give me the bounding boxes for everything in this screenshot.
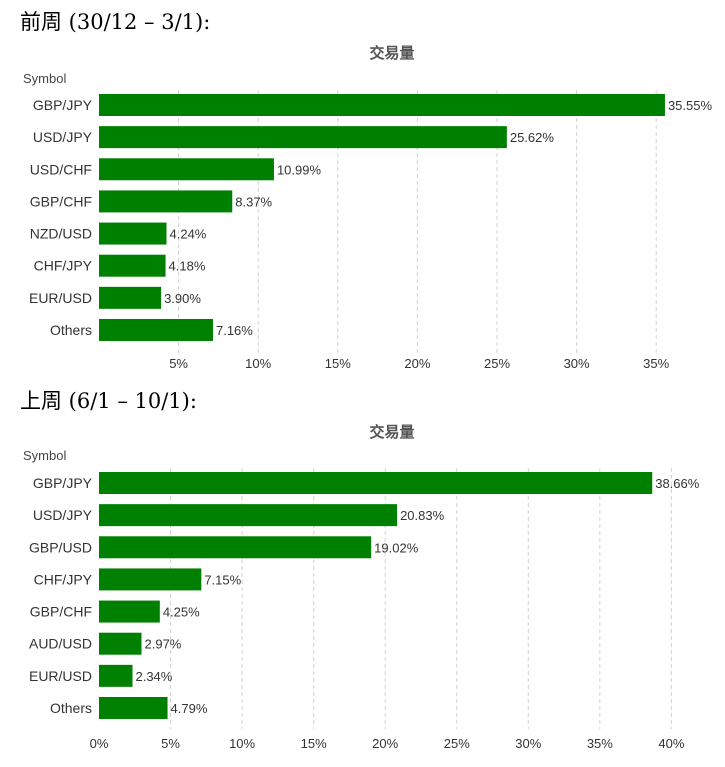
category-label-others: Others bbox=[50, 322, 92, 338]
category-label-usd-jpy: USD/JPY bbox=[33, 507, 93, 523]
section-heading-last-week: 上周 (6/1 – 10/1): bbox=[20, 389, 197, 413]
category-label-others: Others bbox=[50, 700, 92, 716]
value-label-usd-jpy: 25.62% bbox=[510, 130, 555, 145]
category-label-gbp-jpy: GBP/JPY bbox=[33, 475, 93, 491]
section-heading-previous-week: 前周 (30/12 – 3/1): bbox=[20, 10, 211, 34]
value-label-eur-usd: 3.90% bbox=[164, 291, 201, 306]
bar-chf-jpy bbox=[99, 254, 166, 277]
bar-usd-chf bbox=[99, 158, 274, 181]
value-label-gbp-jpy: 38.66% bbox=[655, 476, 700, 491]
category-label-chf-jpy: CHF/JPY bbox=[34, 571, 93, 587]
tick-label: 15% bbox=[325, 356, 351, 371]
tick-label: 20% bbox=[404, 356, 430, 371]
category-label-gbp-usd: GBP/USD bbox=[29, 539, 92, 555]
tick-label: 10% bbox=[245, 356, 271, 371]
value-label-gbp-jpy: 35.55% bbox=[668, 98, 713, 113]
value-label-gbp-chf: 4.25% bbox=[163, 605, 200, 620]
value-label-gbp-usd: 19.02% bbox=[374, 540, 419, 555]
bar-usd-jpy bbox=[99, 504, 398, 527]
tick-label: 25% bbox=[484, 356, 510, 371]
tick-label: 30% bbox=[515, 736, 541, 751]
value-label-gbp-chf: 8.37% bbox=[235, 194, 272, 209]
tick-label: 5% bbox=[161, 736, 180, 751]
value-label-others: 4.79% bbox=[171, 701, 208, 716]
bar-eur-usd bbox=[99, 286, 162, 309]
value-label-nzd-usd: 4.24% bbox=[170, 227, 207, 242]
bar-gbp-usd bbox=[99, 536, 372, 559]
bar-others bbox=[99, 696, 168, 719]
category-label-gbp-chf: GBP/CHF bbox=[30, 193, 92, 209]
tick-label: 35% bbox=[587, 736, 613, 751]
value-label-chf-jpy: 7.15% bbox=[204, 572, 241, 587]
bar-gbp-jpy bbox=[99, 472, 653, 494]
chart-title: 交易量 bbox=[369, 423, 414, 441]
category-axis-label: Symbol bbox=[23, 71, 66, 86]
chart-title: 交易量 bbox=[369, 44, 414, 62]
bar-chf-jpy bbox=[99, 568, 202, 591]
bar-usd-jpy bbox=[99, 126, 507, 149]
category-label-nzd-usd: NZD/USD bbox=[30, 226, 92, 242]
category-label-usd-chf: USD/CHF bbox=[30, 161, 92, 177]
category-label-aud-usd: AUD/USD bbox=[29, 636, 92, 652]
tick-label: 30% bbox=[564, 356, 590, 371]
tick-label: 10% bbox=[229, 736, 255, 751]
value-label-others: 7.16% bbox=[216, 323, 253, 338]
category-label-gbp-jpy: GBP/JPY bbox=[33, 97, 93, 113]
category-label-gbp-chf: GBP/CHF bbox=[30, 604, 92, 620]
bar-eur-usd bbox=[99, 664, 133, 687]
tick-label: 20% bbox=[372, 736, 398, 751]
value-label-usd-chf: 10.99% bbox=[277, 162, 322, 177]
value-label-eur-usd: 2.34% bbox=[135, 669, 172, 684]
tick-label: 40% bbox=[658, 736, 684, 751]
tick-label: 5% bbox=[169, 356, 188, 371]
category-axis-label: Symbol bbox=[23, 448, 66, 463]
bar-chart-last-week: 交易量 Symbol GBP/JPY 38.66% USD/JPY 20.83% GBP/U… bbox=[23, 423, 700, 751]
value-label-chf-jpy: 4.18% bbox=[169, 259, 206, 274]
tick-label: 25% bbox=[444, 736, 470, 751]
value-label-aud-usd: 2.97% bbox=[145, 637, 182, 652]
bar-aud-usd bbox=[99, 632, 142, 655]
bar-nzd-usd bbox=[99, 222, 167, 245]
category-label-eur-usd: EUR/USD bbox=[29, 290, 92, 306]
bar-others bbox=[99, 318, 213, 341]
bar-gbp-jpy bbox=[99, 94, 665, 116]
category-label-eur-usd: EUR/USD bbox=[29, 668, 92, 684]
value-label-usd-jpy: 20.83% bbox=[400, 508, 445, 523]
bar-gbp-chf bbox=[99, 190, 233, 213]
category-label-chf-jpy: CHF/JPY bbox=[34, 258, 93, 274]
bar-gbp-chf bbox=[99, 600, 160, 623]
tick-label: 0% bbox=[90, 736, 109, 751]
category-label-usd-jpy: USD/JPY bbox=[33, 129, 93, 145]
tick-label: 35% bbox=[643, 356, 669, 371]
bar-chart-previous-week: 交易量 Symbol GBP/JPY 35.55% USD/JPY 25.62% USD/C… bbox=[23, 44, 713, 371]
tick-label: 15% bbox=[301, 736, 327, 751]
